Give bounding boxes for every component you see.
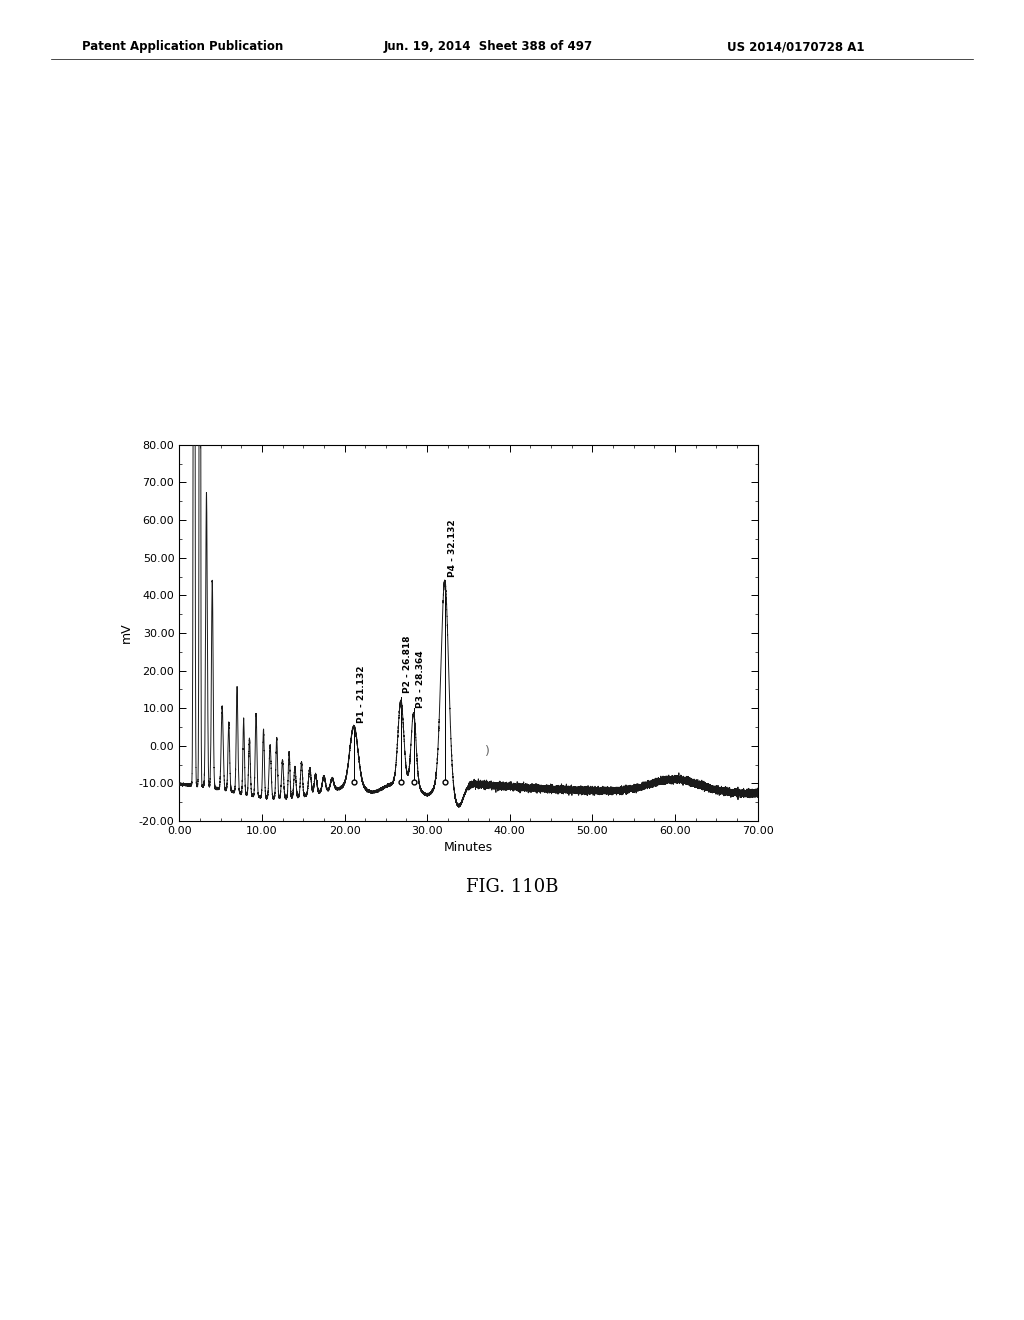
- Text: US 2014/0170728 A1: US 2014/0170728 A1: [727, 40, 864, 53]
- Text: P3 - 28.364: P3 - 28.364: [416, 651, 425, 708]
- Y-axis label: mV: mV: [120, 623, 133, 643]
- Text: Patent Application Publication: Patent Application Publication: [82, 40, 284, 53]
- X-axis label: Minutes: Minutes: [444, 841, 493, 854]
- Text: FIG. 110B: FIG. 110B: [466, 878, 558, 896]
- Text: P4 - 32.132: P4 - 32.132: [447, 519, 457, 577]
- Text: ): ): [485, 746, 489, 758]
- Text: Jun. 19, 2014  Sheet 388 of 497: Jun. 19, 2014 Sheet 388 of 497: [384, 40, 593, 53]
- Text: P2 - 26.818: P2 - 26.818: [403, 636, 413, 693]
- Text: P1 - 21.132: P1 - 21.132: [357, 665, 366, 723]
